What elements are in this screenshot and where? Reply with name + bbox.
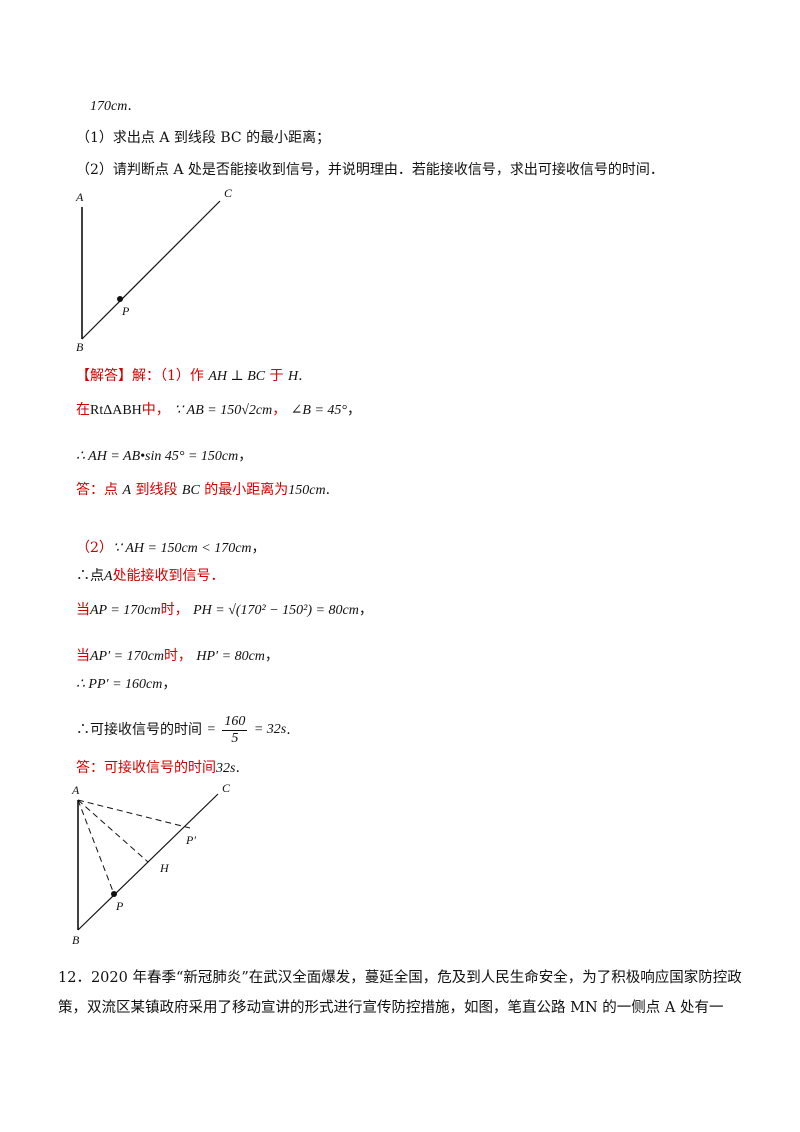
fig2-label-A: A bbox=[71, 783, 80, 797]
answer-1: 答：点 A 到线段 BC 的最小距离为150cm. bbox=[76, 482, 331, 498]
problem-12-text: 12．2020 年春季“新冠肺炎”在武汉全面爆发，蔓延全国，危及到人民生命安全，… bbox=[58, 970, 742, 1016]
fig1-label-B: B bbox=[76, 340, 84, 354]
fig2-label-C: C bbox=[222, 782, 231, 795]
fig2-label-P-prime: P′ bbox=[185, 833, 196, 847]
fig2-label-H: H bbox=[159, 861, 170, 875]
solution-step-3: ∴ AH = AB•sin 45° = 150cm， bbox=[76, 448, 253, 464]
fig1-label-A: A bbox=[75, 190, 84, 204]
answer-2: 答：可接收信号的时间32s. bbox=[76, 760, 240, 776]
distance-value: 170cm bbox=[90, 99, 128, 114]
time-fraction: 160 5 bbox=[222, 713, 248, 746]
question-2: （2）请判断点 A 处是否能接收到信号，并说明理由．若能接收信号，求出可接收信号… bbox=[76, 162, 664, 178]
solution-pp: ∴ PP′ = 160cm， bbox=[76, 676, 177, 692]
solution-ap-prime: 当AP′ = 170cm时， HP′ = 80cm， bbox=[76, 648, 279, 664]
fig1-label-P: P bbox=[121, 304, 130, 318]
distance-value-line: 170cm. bbox=[90, 98, 132, 114]
fig2-label-B: B bbox=[72, 933, 80, 947]
fig2-label-P: P bbox=[115, 899, 124, 913]
solution-receive: ∴点A处能接收到信号． bbox=[76, 568, 225, 584]
question-1: （1）求出点 A 到线段 BC 的最小距离； bbox=[76, 130, 331, 146]
solution-step-1: 【解答】解：（1）作 AH ⊥ BC 于 H. bbox=[76, 368, 303, 384]
figure-2: A B C P P′ H bbox=[71, 782, 231, 947]
solution-step-2: 在RtΔABH中， ∵ AB = 150√2cm， ∠B = 45°， bbox=[76, 402, 361, 418]
solution-ap: 当AP = 170cm时， PH = √(170² − 150²) = 80cm… bbox=[76, 602, 373, 618]
solution-time: ∴可接收信号的时间 = 160 5 = 32s. bbox=[76, 713, 291, 746]
figure-1: A B C P bbox=[75, 186, 233, 354]
fig1-label-C: C bbox=[224, 186, 233, 200]
solution-part-2: （2）∵ AH = 150cm < 170cm， bbox=[76, 540, 266, 556]
